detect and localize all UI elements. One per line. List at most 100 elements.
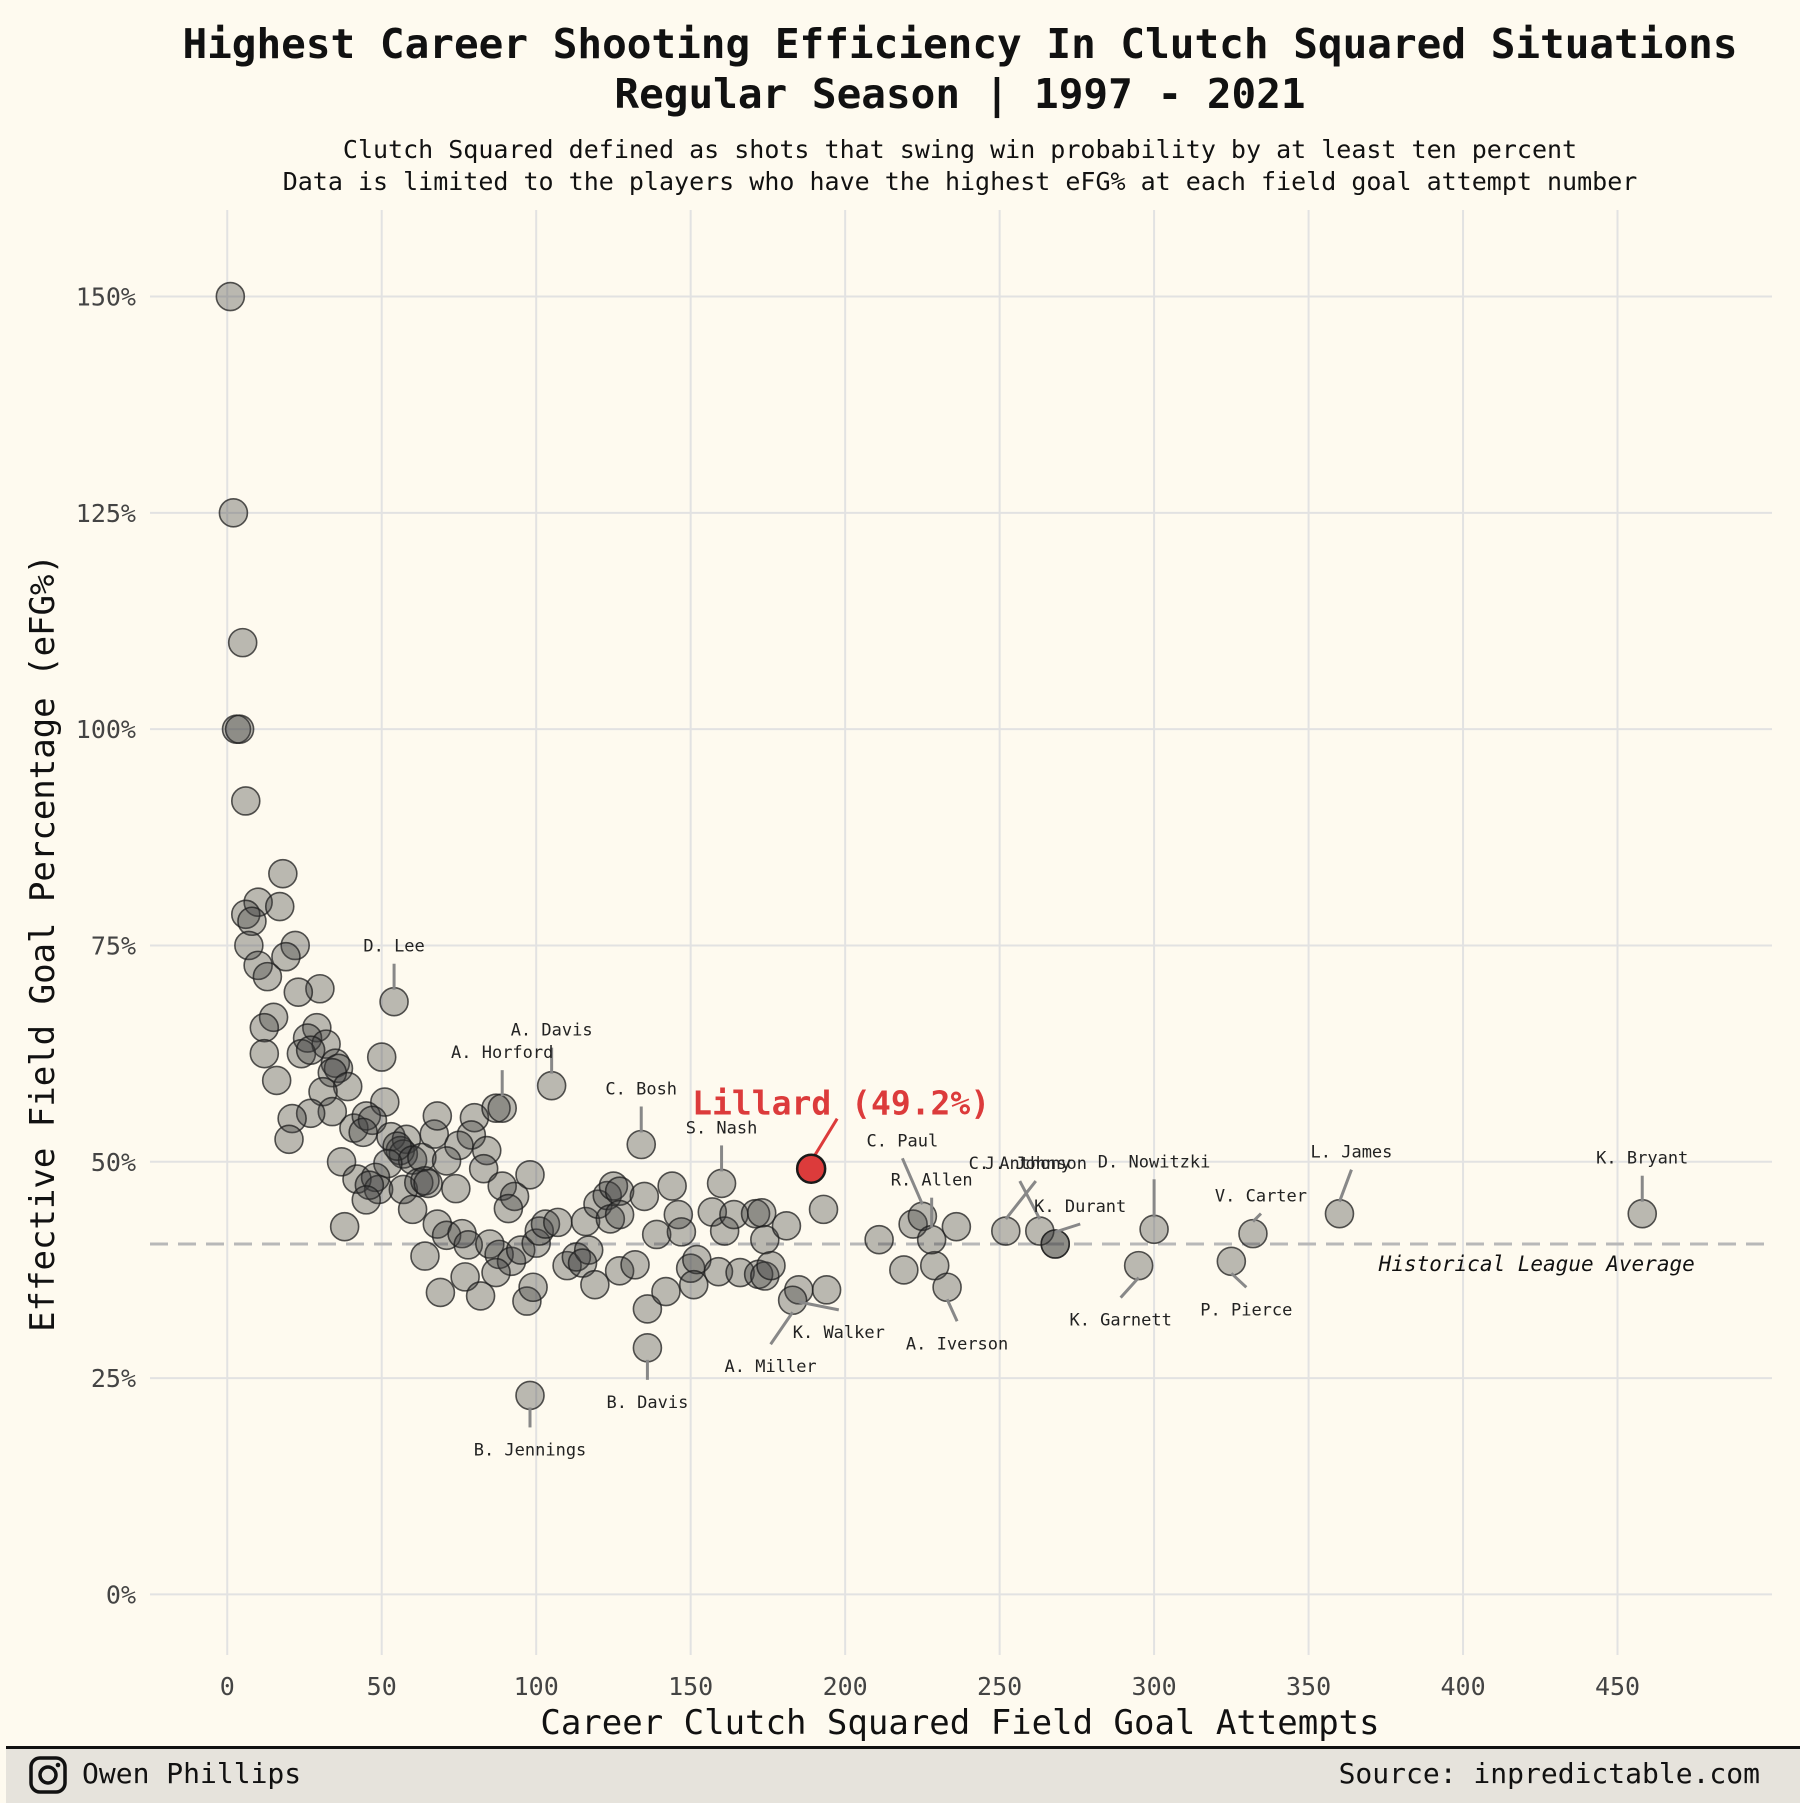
data-point [261,1065,292,1096]
y-tick-label: 100% [76,715,136,744]
data-point [425,1277,456,1308]
data-point [274,1124,304,1155]
data-point [604,1256,635,1286]
league-average-label: Historical League Average [1378,1252,1695,1276]
x-tick-label: 100 [514,1672,559,1701]
data-point [465,1281,496,1311]
data-point [632,1333,663,1363]
label-leader-line [945,1298,959,1322]
data-point [703,1256,734,1287]
data-point [234,930,264,961]
player-label: A. Iverson [906,1334,1008,1354]
y-axis-label: Effective Field Goal Percentage (eFG%) [23,554,63,1332]
data-point [332,1071,363,1102]
data-point [487,1093,518,1123]
label-leader-line [1004,1180,1037,1220]
data-point [354,1170,385,1200]
player-label: D. Nowitzki [1098,1152,1211,1172]
data-point [932,1272,962,1303]
data-point [889,1255,919,1285]
data-point [1238,1218,1268,1249]
data-point [295,1035,326,1065]
highlight-leader-line [813,1117,839,1156]
label-leader-line [1251,1212,1263,1223]
player-label: C. Anthony [969,1154,1071,1174]
data-point [329,1211,360,1242]
data-point [515,1159,545,1190]
data-point [552,1250,582,1281]
data-point [543,1207,573,1238]
player-label: A. Miller [725,1357,817,1377]
data-point [218,498,249,528]
player-label: A. Horford [451,1043,553,1063]
data-point [249,1012,280,1043]
data-point [604,1199,635,1230]
data-point [941,1211,972,1242]
chart-subtitle-line-2: Data is limited to the players who have … [283,167,1638,196]
label-leader-line [1338,1169,1353,1203]
player-label: B. Davis [606,1393,688,1413]
data-point [422,1101,453,1131]
data-point [351,1185,382,1215]
player-label: J. Johnson [985,1154,1087,1174]
highlight-point [795,1153,827,1184]
x-tick-label: 250 [977,1672,1022,1701]
x-tick-label: 50 [367,1672,397,1701]
data-point [657,1171,687,1201]
label-leader-line [1119,1276,1140,1299]
y-tick-label: 125% [76,499,136,528]
data-point [808,1194,839,1225]
label-leader-line [1018,1180,1042,1220]
data-point [419,1119,450,1149]
data-point [317,1096,348,1127]
data-point [1216,1246,1247,1277]
data-point [530,1209,561,1239]
data-point [413,1168,443,1199]
player-label: K. Durant [1034,1197,1126,1217]
data-point [706,1168,737,1199]
data-point [305,973,335,1004]
x-tick-label: 300 [1132,1672,1177,1701]
data-point [379,986,409,1017]
data-point [604,1176,635,1207]
label-leader-line [769,1311,794,1346]
source-credit: Source: inpredictable.com [1338,1757,1760,1790]
data-point [295,1098,326,1129]
data-point [709,1216,740,1246]
data-point [360,1162,391,1193]
x-tick-label: 150 [668,1672,713,1701]
data-point [271,941,301,972]
data-point [357,1105,388,1136]
data-point [1123,1250,1154,1281]
data-point [666,1217,697,1247]
y-tick-label: 150% [76,283,136,312]
data-point [249,1038,280,1069]
data-point [512,1286,542,1316]
player-label: K. Bryant [1596,1149,1688,1169]
highlight-label: Lillard (49.2%) [692,1084,990,1123]
data-point [283,977,314,1008]
data-point [252,961,283,992]
data-point [230,786,261,816]
player-label: B. Jennings [474,1440,587,1460]
data-point [441,1173,471,1204]
data-point [864,1224,894,1255]
chart-title-line-1: Highest Career Shooting Efficiency In Cl… [182,20,1737,68]
data-point [811,1275,842,1305]
author-name: Owen Phillips [82,1757,302,1790]
data-point [678,1269,709,1300]
x-tick-label: 400 [1440,1672,1485,1701]
x-tick-label: 350 [1286,1672,1331,1701]
data-point [471,1135,502,1166]
data-point [224,714,255,744]
data-point [1139,1214,1169,1245]
data-point [487,1171,518,1201]
data-point [746,1198,777,1228]
data-point [570,1206,601,1237]
data-point [1040,1229,1071,1259]
data-point [215,281,246,312]
label-leader-line [798,1300,840,1312]
data-point [756,1250,786,1281]
data-point [580,1269,610,1300]
